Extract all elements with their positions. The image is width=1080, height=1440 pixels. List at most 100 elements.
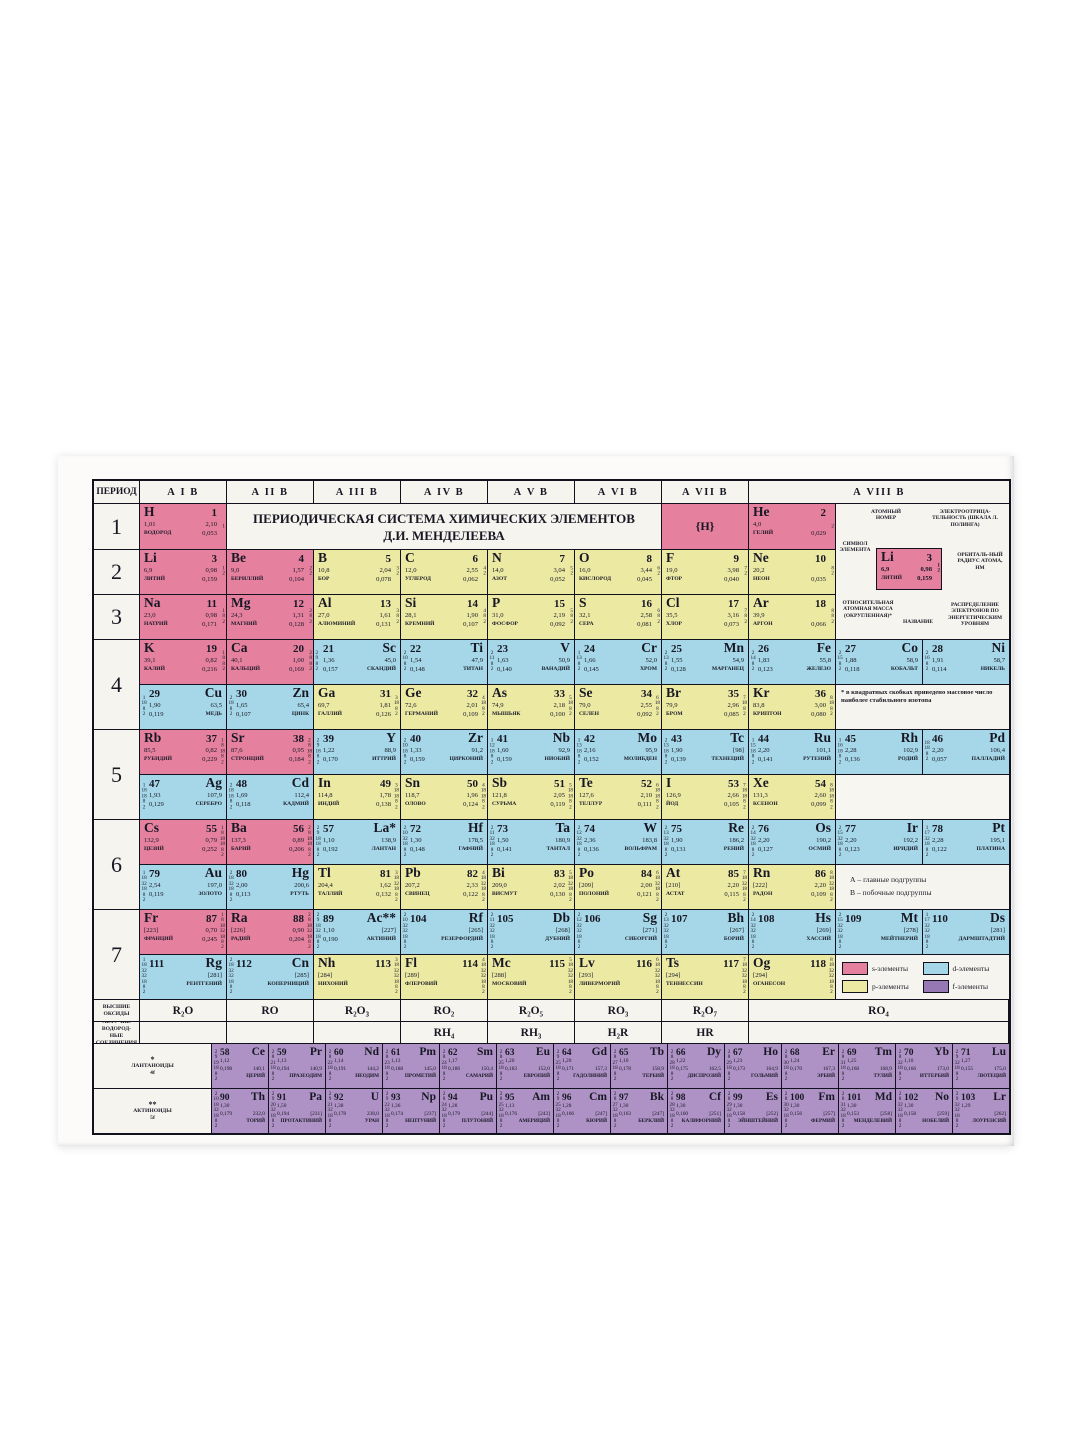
orbital-radius: 0,148 — [410, 846, 425, 853]
orbital-radius: 0,184 — [289, 756, 304, 763]
electronegativity: 1,13 — [277, 1058, 287, 1064]
actinides-label-text: АКТИНОИДЫ — [133, 1107, 172, 1114]
element-name: ВОДОРОД — [144, 530, 172, 536]
atomic-mass: 6,9 — [144, 567, 153, 574]
electronegativity: 2,18 — [553, 702, 565, 709]
orbital-radius: 0,158 — [904, 1110, 917, 1117]
electronegativity: 1,62 — [379, 882, 391, 889]
atomic-number: 14 — [467, 598, 478, 610]
group-header-5: А V В — [488, 481, 574, 503]
subgroup-note: А – главные подгруппы В – побочные подгр… — [836, 865, 1009, 909]
element-cell-Si: 4 8 2 Si 14 28,1 1,90 КРЕМНИЙ 0,107 — [401, 595, 487, 639]
atomic-mass: 69,7 — [318, 702, 330, 709]
atomic-number: 38 — [293, 733, 304, 745]
electron-config: 2 9 20 32 18 8 2 — [270, 1091, 276, 1130]
atomic-mass: [281] — [207, 972, 222, 979]
element-name: ЙОД — [666, 801, 679, 807]
electron-config: 2 — [831, 522, 834, 529]
element-name: ЕВРОПИЙ — [523, 1073, 550, 1080]
element-symbol: Yb — [934, 1046, 949, 1058]
electronegativity: 2,60 — [814, 792, 826, 799]
lanthanides-star: * — [150, 1054, 155, 1064]
element-cell-Cn: 2 18 32 32 18 8 2 112 Cn [285] КОПЕРНИЦИЙ — [227, 955, 313, 999]
atomic-number: 9 — [733, 553, 740, 565]
element-symbol: Ti — [470, 640, 483, 655]
element-symbol: I — [666, 775, 672, 790]
element-symbol: Pt — [992, 820, 1005, 835]
element-cell-Yb: 2 8 32 18 8 2 70 Yb 1,10 0,166 173,0 ИТТЕРБИЙ — [896, 1044, 952, 1088]
orbital-radius: 0,170 — [790, 1065, 803, 1072]
element-name: НЕОН — [753, 576, 770, 582]
electron-config: 1 13 18 8 2 — [576, 737, 582, 766]
atomic-number: 16 — [641, 598, 652, 610]
atomic-number: 70 — [904, 1048, 914, 1058]
electron-config: 1 — [222, 522, 225, 529]
element-name: РЕНИЙ — [723, 846, 744, 852]
orbital-radius: 0,198 — [220, 1065, 233, 1072]
electronegativity: 1,14 — [334, 1058, 344, 1064]
legend-electron-distribution-label: РАСПРЕДЕЛЕНИЕ ЭЛЕКТРОНОВ ПО ЭНЕРГЕТИЧЕСК… — [947, 602, 1003, 628]
hydride-formula-6: H₂R — [575, 1022, 661, 1043]
oxide-formula-8: RO₄ — [749, 1000, 1008, 1021]
element-cell-Na: 1 8 2 Na 11 23,0 0,98 НАТРИЙ 0,171 — [140, 595, 226, 639]
element-symbol: Nh — [318, 955, 336, 970]
electron-config: 1 17 32 18 8 2 — [924, 824, 930, 858]
electronegativity: 1,60 — [497, 747, 509, 754]
electron-config: 2 8 27 18 8 2 — [612, 1048, 618, 1082]
atomic-number: 82 — [467, 868, 478, 880]
actinides-star: ** — [148, 1099, 157, 1109]
atomic-number: 60 — [334, 1048, 344, 1058]
atomic-number: 24 — [584, 643, 595, 655]
atomic-mass: 178,5 — [468, 837, 483, 844]
type-swatch-d-icon — [922, 961, 949, 975]
electronegativity: 0,82 — [205, 657, 217, 664]
element-name: ДУБНИЙ — [545, 936, 570, 942]
legend-atomic-mass-label: ОТНОСИТЕЛЬНАЯ АТОМНАЯ МАССА (ОКРУГЛЕННАЯ… — [842, 600, 894, 619]
type-legend-label: f-элементы — [952, 981, 989, 991]
element-cell-Hg: 2 18 32 18 8 2 80 Hg 2,00 200,6 0,113 РТУТЬ — [227, 865, 313, 909]
atomic-number: 76 — [758, 823, 769, 835]
group-header-7: А VII В — [662, 481, 748, 503]
electronegativity: 2,20 — [814, 882, 826, 889]
atomic-mass: 72,6 — [405, 702, 417, 709]
atomic-number: 3 — [211, 553, 218, 565]
atomic-mass: 192,2 — [903, 837, 918, 844]
element-cell-Sc: 2 9 8 2 21 Sc 1,36 45,0 0,157 СКАНДИЙ — [314, 640, 400, 684]
electronegativity: 1,29 — [961, 1103, 971, 1109]
atomic-mass: 28,1 — [405, 612, 417, 619]
element-symbol: U — [370, 1091, 379, 1103]
atomic-number: 104 — [410, 913, 427, 925]
element-symbol: Cf — [708, 1091, 721, 1103]
electronegativity: 1,61 — [379, 612, 391, 619]
electronegativity: 2,20 — [758, 747, 770, 754]
hydrogen-compounds-row: ЛЕТУЧИЕ ВОДОРОД- НЫЕ СОЕДИНЕНИЯ RH₄RH₃H₂… — [94, 1022, 1009, 1043]
electronegativity: 2,05 — [553, 792, 565, 799]
element-name: КЮРИЙ — [586, 1118, 607, 1125]
element-symbol: Al — [318, 595, 332, 610]
orbital-radius: 0,123 — [758, 666, 773, 673]
orbital-radius: 0,113 — [236, 891, 251, 898]
oxide-formula-1: R₂O — [140, 1000, 226, 1021]
atomic-mass: 91,2 — [471, 747, 483, 754]
element-symbol: Mt — [900, 910, 918, 925]
orbital-radius: 0,194 — [277, 1110, 290, 1117]
atomic-mass: 85,5 — [144, 747, 156, 754]
element-symbol: P — [492, 595, 501, 610]
element-name: ОЛОВО — [405, 801, 426, 807]
electron-config: 2 8 21 18 8 2 — [270, 1048, 276, 1082]
group-header-8: А VIII В — [749, 481, 1009, 503]
element-cell-Ho: 2 8 29 18 8 2 67 Ho 1,23 0,173 164,9 ГОЛЬМИЙ — [725, 1044, 781, 1088]
atomic-number: 31 — [380, 688, 391, 700]
element-symbol: Ne — [753, 550, 769, 565]
atomic-mass: [278] — [903, 927, 918, 934]
atomic-mass: [252] — [766, 1110, 778, 1117]
element-name: МОЛИБДЕН — [623, 756, 657, 762]
electronegativity: 0,90 — [292, 927, 304, 934]
element-name: СЕРЕБРО — [195, 801, 222, 807]
electron-config: 2 9 19 18 8 2 — [213, 1048, 219, 1082]
element-cell-Se: 6 18 8 2 Se 34 79,0 2,55 СЕЛЕН 0,092 — [575, 685, 661, 729]
